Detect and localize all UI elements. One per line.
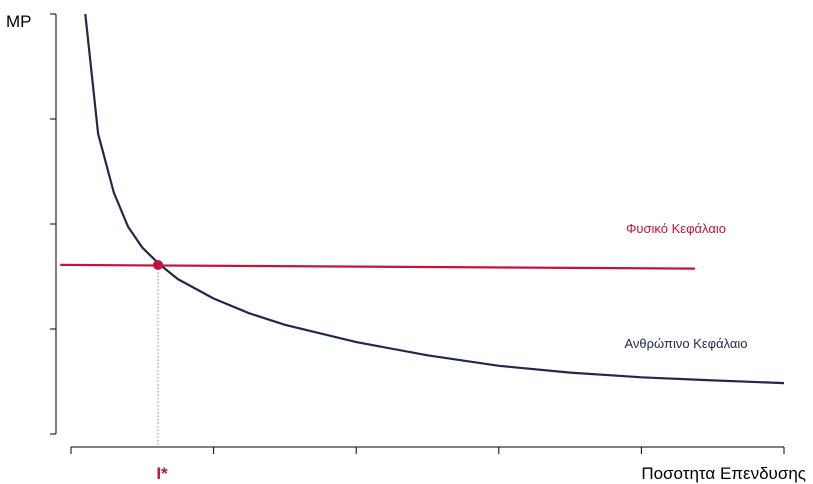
y-axis-label: MP	[6, 12, 32, 31]
series-label-human-capital: Ανθρώπινο Κεφάλαιο	[624, 336, 747, 351]
axes	[50, 13, 785, 454]
labels: MP Ποσοτητα Επενδυσης I* Φυσικό Κεφάλαιο Ανθ…	[6, 12, 806, 483]
x-axis-label: Ποσοτητα Επενδυσης	[641, 464, 806, 483]
series-line-1	[84, 13, 785, 385]
series-layer	[60, 13, 785, 385]
intersection-point	[152, 259, 163, 270]
series-line-0	[60, 263, 695, 270]
series-label-physical-capital: Φυσικό Κεφάλαιο	[626, 221, 726, 236]
intersection-label: I*	[156, 464, 168, 483]
